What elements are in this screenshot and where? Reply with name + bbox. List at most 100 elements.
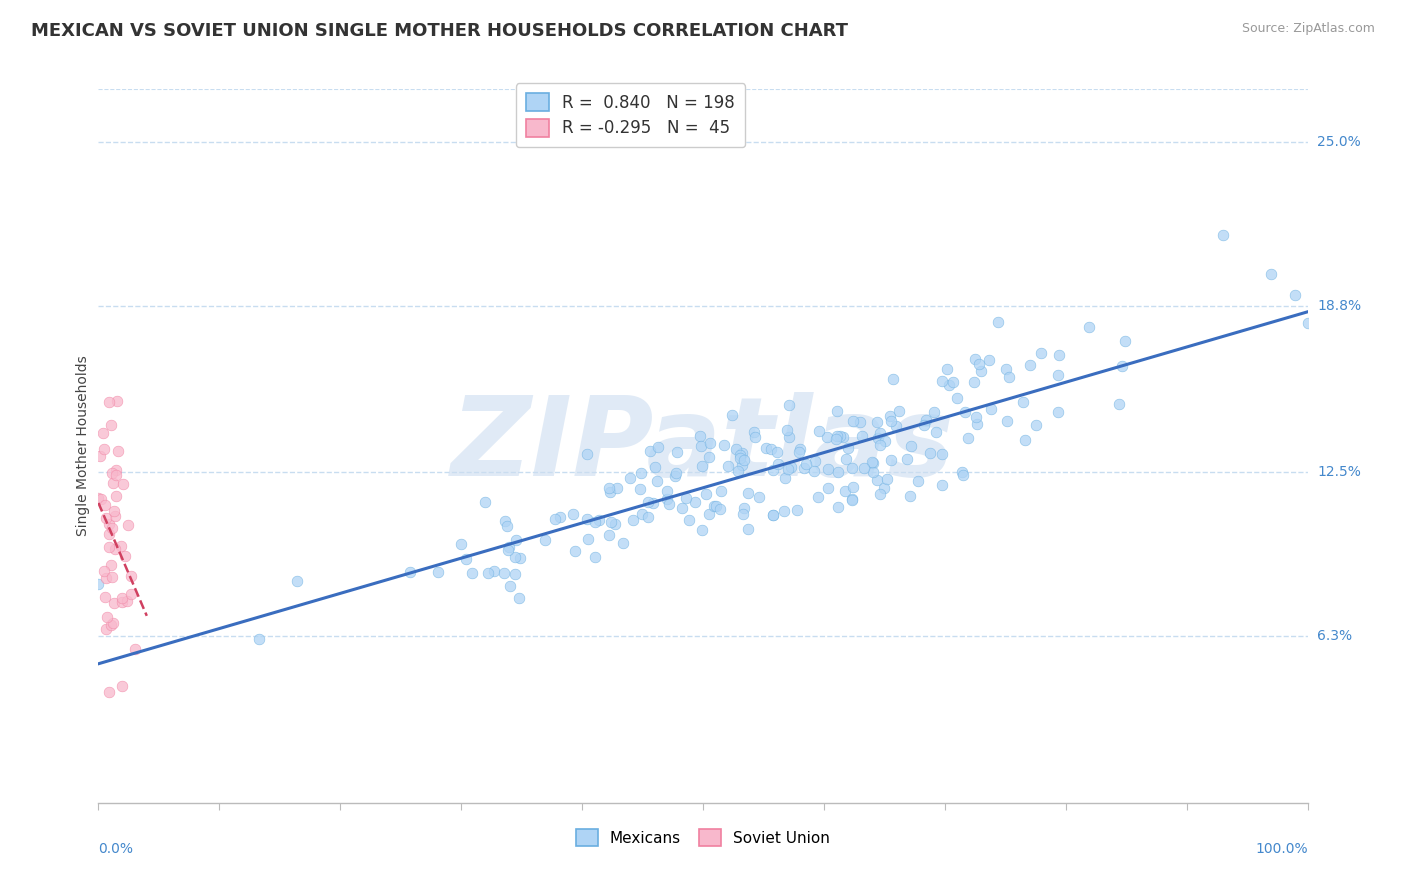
Point <box>1296 316 1319 330</box>
Point <box>456 552 478 566</box>
Point <box>776 462 799 476</box>
Point <box>477 566 499 580</box>
Point <box>117 594 139 608</box>
Point <box>690 523 713 537</box>
Point <box>786 503 808 517</box>
Point <box>450 537 472 551</box>
Point <box>87 577 110 591</box>
Point <box>912 418 935 433</box>
Point <box>841 480 863 494</box>
Point <box>876 472 898 486</box>
Point <box>103 596 125 610</box>
Point <box>103 615 125 630</box>
Point <box>794 457 817 471</box>
Point <box>880 414 903 428</box>
Point <box>827 500 849 514</box>
Point <box>851 429 873 443</box>
Point <box>97 540 120 554</box>
Point <box>882 372 904 386</box>
Point <box>731 507 754 521</box>
Point <box>936 362 959 376</box>
Point <box>789 442 811 456</box>
Point <box>727 464 749 478</box>
Point <box>107 444 129 458</box>
Point <box>737 522 759 536</box>
Point <box>96 510 118 524</box>
Point <box>544 512 567 526</box>
Point <box>817 461 839 475</box>
Point <box>920 446 942 460</box>
Point <box>494 514 516 528</box>
Point <box>93 498 115 512</box>
Point <box>647 474 669 488</box>
Point <box>977 352 1000 367</box>
Point <box>101 476 124 491</box>
Point <box>980 402 1002 417</box>
Point <box>931 374 953 388</box>
Point <box>779 459 801 474</box>
Point <box>773 504 796 518</box>
Point <box>619 471 641 485</box>
Point <box>880 453 903 467</box>
Point <box>817 430 839 444</box>
Point <box>731 458 754 472</box>
Point <box>842 415 865 429</box>
Point <box>1046 368 1069 382</box>
Point <box>710 483 733 498</box>
Point <box>550 509 572 524</box>
Point <box>925 425 948 439</box>
Point <box>120 587 142 601</box>
Point <box>744 430 766 444</box>
Point <box>776 423 799 437</box>
Text: 0.0%: 0.0% <box>98 842 134 856</box>
Point <box>285 574 308 589</box>
Point <box>963 375 986 389</box>
Point <box>994 362 1017 376</box>
Point <box>605 517 627 532</box>
Point <box>600 515 623 529</box>
Point <box>931 477 953 491</box>
Point <box>1108 397 1130 411</box>
Point <box>482 565 505 579</box>
Y-axis label: Single Mother Households: Single Mother Households <box>76 356 90 536</box>
Point <box>498 540 520 554</box>
Point <box>496 543 519 558</box>
Point <box>914 412 936 426</box>
Point <box>907 474 929 488</box>
Point <box>588 513 610 527</box>
Point <box>1077 319 1099 334</box>
Point <box>862 466 884 480</box>
Point <box>505 533 527 547</box>
Point <box>399 566 422 580</box>
Point <box>100 467 122 481</box>
Point <box>995 414 1018 428</box>
Point <box>1019 359 1042 373</box>
Point <box>887 404 910 418</box>
Point <box>765 445 787 459</box>
Point <box>742 425 765 439</box>
Point <box>117 518 139 533</box>
Point <box>689 429 711 443</box>
Point <box>733 453 755 467</box>
Point <box>575 512 598 526</box>
Point <box>931 447 953 461</box>
Point <box>87 491 110 505</box>
Point <box>533 533 555 548</box>
Point <box>807 490 830 504</box>
Point <box>965 352 987 367</box>
Point <box>100 417 122 432</box>
Point <box>492 566 515 580</box>
Point <box>508 591 530 605</box>
Point <box>695 487 717 501</box>
Point <box>965 409 987 424</box>
Point <box>787 444 810 458</box>
Point <box>503 567 526 582</box>
Point <box>598 528 620 542</box>
Point <box>690 458 713 473</box>
Point <box>112 477 135 491</box>
Point <box>94 591 117 605</box>
Point <box>728 451 751 466</box>
Point <box>105 394 128 409</box>
Point <box>724 442 747 456</box>
Point <box>655 483 678 498</box>
